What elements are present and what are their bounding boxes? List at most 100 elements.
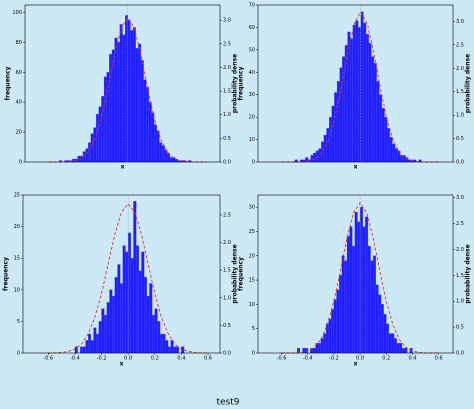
bar bbox=[161, 145, 165, 163]
y-tick-label: 0 bbox=[252, 160, 255, 166]
y2-tick-label: 0.5 bbox=[223, 323, 231, 329]
bar bbox=[140, 60, 144, 163]
bar bbox=[112, 295, 115, 354]
y-axis-label: frequency bbox=[5, 66, 12, 100]
y-tick-label: 80 bbox=[16, 40, 22, 46]
y2-tick-label: 1.5 bbox=[223, 89, 231, 95]
bar bbox=[346, 236, 350, 354]
bar bbox=[101, 308, 105, 354]
bar bbox=[159, 333, 163, 354]
x-tick-label: 0.2 bbox=[382, 356, 390, 362]
bar bbox=[93, 127, 97, 163]
y-tick-label: 10 bbox=[249, 302, 255, 308]
bar bbox=[162, 333, 166, 354]
y2-tick-label: 2.5 bbox=[223, 41, 231, 47]
bar bbox=[157, 321, 161, 354]
bar bbox=[95, 114, 99, 163]
y2-tick-label: 3.0 bbox=[456, 19, 464, 25]
bar bbox=[90, 340, 94, 354]
bar bbox=[404, 347, 408, 354]
bar bbox=[132, 27, 136, 163]
bar bbox=[401, 347, 405, 354]
bar bbox=[74, 346, 78, 354]
bar bbox=[98, 321, 102, 354]
bar bbox=[148, 102, 152, 163]
y-tick-label: 100 bbox=[12, 10, 22, 16]
bar bbox=[130, 258, 134, 354]
x-tick-label: 0.2 bbox=[151, 356, 159, 362]
bar bbox=[114, 277, 118, 354]
y-tick-label: 20 bbox=[249, 253, 255, 259]
bar bbox=[146, 295, 150, 354]
bar bbox=[371, 56, 375, 163]
bar bbox=[381, 108, 385, 163]
bar bbox=[336, 81, 340, 163]
bar bbox=[394, 148, 398, 163]
bar bbox=[135, 48, 139, 163]
y-tick-label: 0 bbox=[17, 351, 20, 357]
y2-tick-label: 1.0 bbox=[456, 299, 464, 305]
bar bbox=[124, 15, 128, 163]
x-axis-label: x bbox=[120, 361, 124, 368]
x-axis-label: x bbox=[121, 164, 125, 171]
bar bbox=[130, 30, 134, 163]
bar bbox=[151, 314, 155, 354]
bar bbox=[103, 76, 107, 163]
y2-axis-label: probability dense bbox=[465, 54, 472, 113]
y-tick-label: 10 bbox=[14, 287, 20, 293]
bar bbox=[181, 346, 185, 354]
x-tick-label: -0.6 bbox=[43, 356, 53, 362]
bar bbox=[386, 128, 390, 163]
bar bbox=[119, 24, 123, 163]
y2-tick-label: 0.0 bbox=[223, 351, 231, 357]
y2-axis-label: probability dense bbox=[465, 244, 472, 303]
y-tick-label: 40 bbox=[16, 100, 22, 106]
bar bbox=[400, 155, 404, 163]
density-line bbox=[48, 203, 209, 354]
y2-axis-label: probability dense bbox=[232, 244, 239, 303]
bar bbox=[354, 211, 358, 354]
bar bbox=[172, 157, 176, 163]
y-tick-label: 0 bbox=[252, 351, 255, 357]
subplot: 0 5 10 15 20 25 30 0.0 0.5 1.0 1.5 2.0 2.5 3.0 -0.6 -0.… bbox=[238, 194, 472, 368]
bar bbox=[141, 251, 145, 354]
bar bbox=[331, 105, 335, 163]
y-tick-label: 20 bbox=[14, 224, 20, 230]
y-tick-label: 70 bbox=[249, 3, 255, 9]
bar bbox=[386, 323, 390, 354]
bar bbox=[352, 245, 355, 354]
bar bbox=[159, 142, 163, 163]
bar bbox=[117, 264, 121, 354]
y2-tick-label: 0.0 bbox=[456, 160, 464, 166]
bar bbox=[109, 289, 113, 354]
bar bbox=[82, 346, 86, 354]
bar bbox=[318, 343, 321, 354]
bar bbox=[173, 346, 177, 354]
density-line bbox=[281, 201, 439, 354]
y2-tick-label: 0.5 bbox=[223, 136, 231, 142]
x-tick-label: -0.2 bbox=[97, 356, 107, 362]
x-axis-label: x bbox=[354, 164, 358, 171]
bar bbox=[120, 283, 123, 354]
x-tick-label: 0.0 bbox=[124, 356, 132, 362]
bar bbox=[341, 255, 345, 354]
bar bbox=[393, 338, 397, 354]
y2-tick-label: 0.5 bbox=[456, 325, 464, 331]
bar bbox=[149, 283, 153, 354]
bar bbox=[359, 207, 363, 354]
bar bbox=[367, 245, 371, 354]
bar bbox=[344, 260, 348, 354]
bar bbox=[128, 232, 131, 354]
bar bbox=[143, 277, 147, 354]
bar bbox=[151, 112, 155, 163]
density-line bbox=[48, 16, 207, 163]
bar bbox=[328, 318, 332, 354]
bar bbox=[392, 143, 396, 163]
subplot: 0 20 40 60 80 100 0.0 0.5 1.0 1.5 2.0 2.5 3.0 x freque… bbox=[5, 4, 239, 171]
x-axis-label: x bbox=[354, 361, 358, 368]
axes-frame bbox=[22, 194, 221, 354]
y2-tick-label: 0.5 bbox=[456, 136, 464, 142]
bar bbox=[365, 34, 369, 163]
bar bbox=[363, 22, 367, 163]
y2-tick-label: 1.5 bbox=[223, 268, 231, 274]
